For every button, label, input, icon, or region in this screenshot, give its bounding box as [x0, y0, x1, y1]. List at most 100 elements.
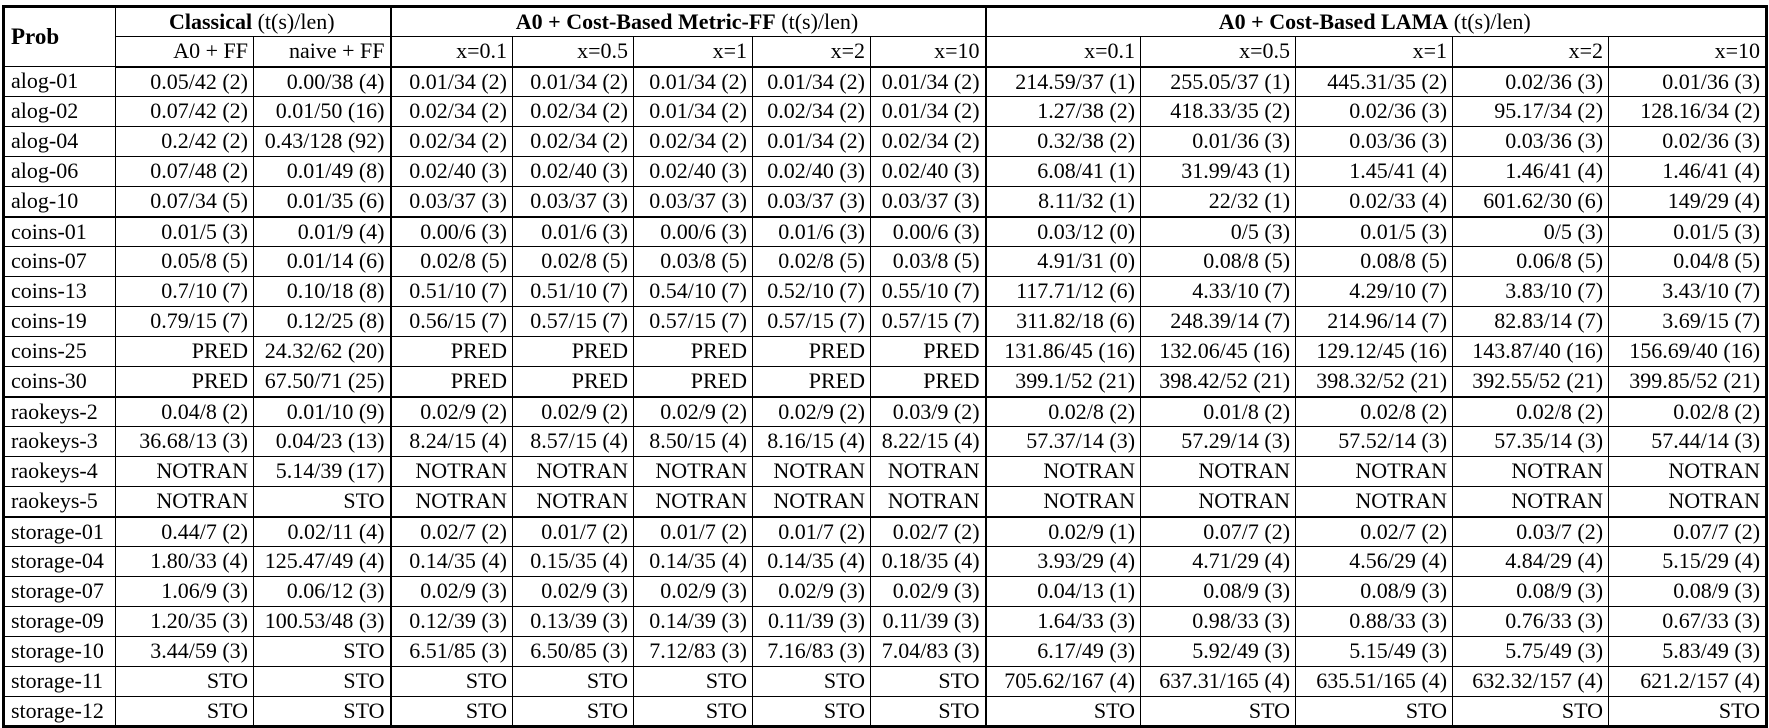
value-cell: 7.16/83 (3) — [752, 636, 871, 667]
group-header: Classical (t(s)/len) — [115, 6, 391, 37]
value-cell: 0.01/8 (2) — [1140, 395, 1297, 427]
value-cell: 0.14/35 (4) — [633, 546, 753, 577]
value-cell: 0.18/35 (4) — [869, 546, 987, 577]
value-cell: NOTRAN — [984, 486, 1142, 517]
value-cell: PRED — [633, 366, 753, 397]
value-cell: 0.02/34 (2) — [512, 126, 634, 157]
value-cell: 0.14/35 (4) — [389, 546, 513, 577]
prob-cell: coins-19 — [3, 306, 116, 337]
table-row: storage-09 1.20/35 (3) 100.53/48 (3) 0.12/3… — [3, 606, 1768, 637]
table-row: coins-13 0.7/10 (7) 0.10/18 (8) 0.51/10 (7)… — [3, 276, 1768, 307]
value-cell: 0.00/6 (3) — [869, 215, 987, 247]
value-cell: 0.08/8 (5) — [1295, 246, 1454, 277]
value-cell: 0.01/6 (3) — [512, 215, 634, 247]
value-cell: PRED — [115, 336, 254, 367]
value-cell: STO — [115, 666, 254, 697]
prob-cell: storage-09 — [3, 606, 116, 637]
table-row: alog-06 0.07/48 (2) 0.01/49 (8) 0.02/40 (3)… — [3, 156, 1768, 187]
value-cell: 8.24/15 (4) — [389, 426, 513, 457]
value-cell: 0.14/39 (3) — [633, 606, 753, 637]
value-cell: PRED — [389, 336, 513, 367]
value-cell: 0.08/9 (3) — [1452, 576, 1610, 607]
value-cell: 0.03/36 (3) — [1452, 126, 1610, 157]
value-cell: NOTRAN — [1452, 456, 1610, 487]
value-cell: STO — [633, 696, 753, 727]
value-cell: 0.02/9 (2) — [512, 395, 634, 427]
prob-cell: alog-10 — [3, 186, 116, 217]
value-cell: 0.02/9 (3) — [752, 576, 871, 607]
value-cell: 57.52/14 (3) — [1295, 426, 1454, 457]
value-cell: 0.01/34 (2) — [512, 66, 634, 97]
column-header: x=0.1 — [389, 36, 513, 68]
prob-cell: raokeys-3 — [3, 426, 116, 457]
value-cell: 57.29/14 (3) — [1140, 426, 1297, 457]
value-cell: 0.07/34 (5) — [115, 186, 254, 217]
value-cell: 0.01/6 (3) — [752, 215, 871, 247]
table-row: storage-11 STO STO STO STO STO STO STO 705.62/16… — [3, 666, 1768, 697]
value-cell: 0.01/34 (2) — [389, 66, 513, 97]
value-cell: 0.03/37 (3) — [869, 186, 987, 217]
value-cell: 0.02/9 (2) — [633, 395, 753, 427]
value-cell: 0.51/10 (7) — [512, 276, 634, 307]
value-cell: 635.51/165 (4) — [1295, 666, 1454, 697]
value-cell: STO — [869, 666, 987, 697]
value-cell: 0/5 (3) — [1452, 215, 1610, 247]
value-cell: STO — [389, 696, 513, 727]
value-cell: 0.06/12 (3) — [253, 576, 391, 607]
value-cell: NOTRAN — [1140, 486, 1297, 517]
group-title: A0 + Cost-Based Metric-FF — [515, 8, 776, 34]
value-cell: 0.07/7 (2) — [1608, 515, 1768, 547]
group-header-row: Prob Classical (t(s)/len) A0 + Cost-Based… — [3, 6, 1768, 67]
prob-cell: alog-01 — [3, 66, 116, 97]
value-cell: 0.57/15 (7) — [633, 306, 753, 337]
value-cell: PRED — [389, 366, 513, 397]
value-cell: PRED — [752, 336, 871, 367]
value-cell: 0.01/35 (6) — [253, 186, 391, 217]
column-header: A0 + FF — [115, 36, 254, 68]
table-row: coins-19 0.79/15 (7) 0.12/25 (8) 0.56/15 (7… — [3, 306, 1768, 337]
value-cell: NOTRAN — [389, 486, 513, 517]
value-cell: PRED — [869, 366, 987, 397]
table-row: storage-12 STO STO STO STO STO STO STO STO STO STO… — [3, 696, 1768, 727]
value-cell: 0.01/36 (3) — [1608, 66, 1768, 97]
value-cell: 0.01/34 (2) — [752, 66, 871, 97]
prob-cell: coins-13 — [3, 276, 116, 307]
value-cell: 0.56/15 (7) — [389, 306, 513, 337]
value-cell: 0.02/9 (3) — [389, 576, 513, 607]
value-cell: 1.46/41 (4) — [1452, 156, 1610, 187]
value-cell: 0.04/8 (5) — [1608, 246, 1768, 277]
table-row: coins-07 0.05/8 (5) 0.01/14 (6) 0.02/8 (5) 0… — [3, 246, 1768, 277]
value-cell: 5.92/49 (3) — [1140, 636, 1297, 667]
value-cell: NOTRAN — [633, 456, 753, 487]
value-cell: 0.03/37 (3) — [389, 186, 513, 217]
value-cell: STO — [1140, 696, 1297, 727]
value-cell: 0.01/34 (2) — [633, 96, 753, 127]
prob-cell: raokeys-4 — [3, 456, 116, 487]
value-cell: 82.83/14 (7) — [1452, 306, 1610, 337]
value-cell: 95.17/34 (2) — [1452, 96, 1610, 127]
column-header: x=0.5 — [512, 36, 634, 68]
prob-cell: storage-11 — [3, 666, 116, 697]
value-cell: 0.08/9 (3) — [1295, 576, 1454, 607]
value-cell: 3.69/15 (7) — [1608, 306, 1768, 337]
value-cell: 0.04/13 (1) — [984, 576, 1142, 607]
prob-cell: coins-07 — [3, 246, 116, 277]
value-cell: 0.03/7 (2) — [1452, 515, 1610, 547]
prob-cell: coins-30 — [3, 366, 116, 397]
table-row: raokeys-5 NOTRAN STO NOTRAN NOTRAN NOTRAN NOTR… — [3, 486, 1768, 517]
prob-cell: storage-07 — [3, 576, 116, 607]
value-cell: 0.03/37 (3) — [752, 186, 871, 217]
value-cell: 5.15/29 (4) — [1608, 546, 1768, 577]
value-cell: NOTRAN — [512, 456, 634, 487]
value-cell: 0.02/40 (3) — [752, 156, 871, 187]
value-cell: 57.37/14 (3) — [984, 426, 1142, 457]
value-cell: 1.64/33 (3) — [984, 606, 1142, 637]
value-cell: 4.91/31 (0) — [984, 246, 1142, 277]
value-cell: 57.44/14 (3) — [1608, 426, 1768, 457]
value-cell: 8.22/15 (4) — [869, 426, 987, 457]
value-cell: 0.07/42 (2) — [115, 96, 254, 127]
group-unit: (t(s)/len) — [775, 8, 859, 34]
value-cell: 0.01/5 (3) — [1295, 215, 1454, 247]
table-row: raokeys-4 NOTRAN 5.14/39 (17) NOTRAN NOTRAN N… — [3, 456, 1768, 487]
value-cell: 0.32/38 (2) — [984, 126, 1142, 157]
